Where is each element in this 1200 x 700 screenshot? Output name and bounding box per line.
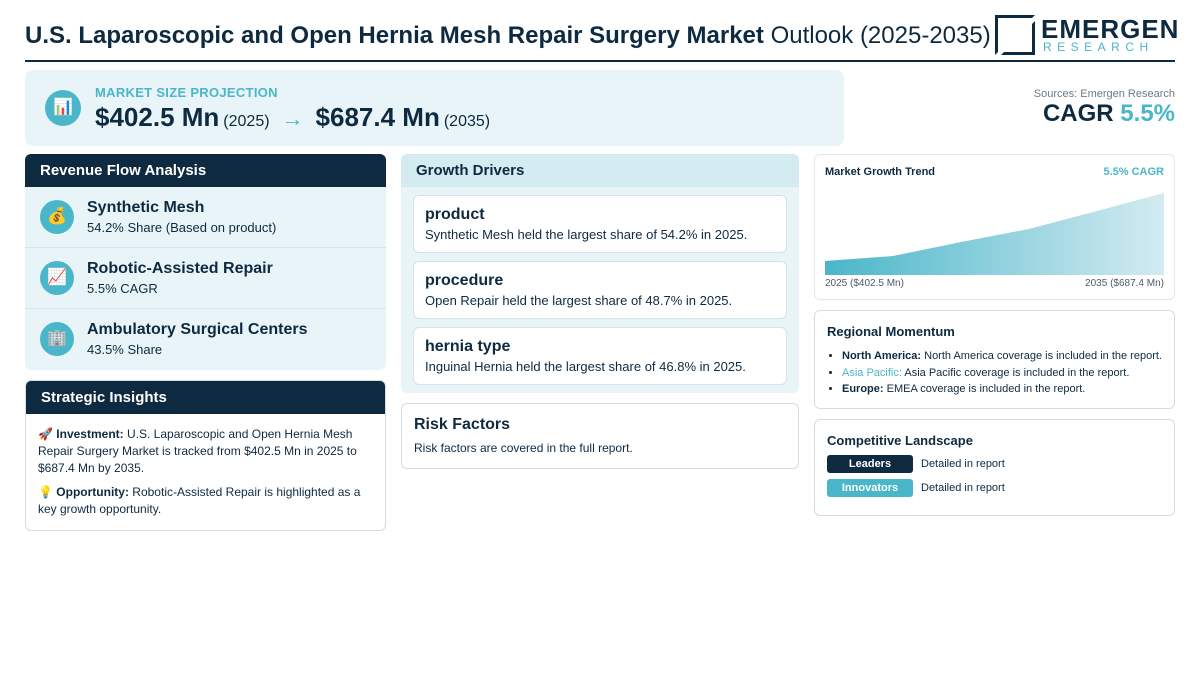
projection-end-value: $687.4 Mn (315, 102, 440, 132)
region-text: EMEA coverage is included in the report. (886, 383, 1086, 395)
revenue-item: 💰 Synthetic Mesh 54.2% Share (Based on p… (25, 187, 386, 248)
page-title: U.S. Laparoscopic and Open Hernia Mesh R… (25, 22, 991, 50)
driver-item: product Synthetic Mesh held the largest … (413, 195, 787, 253)
cagr-value: 5.5% (1120, 100, 1175, 127)
risk-factors-text: Risk factors are covered in the full rep… (414, 441, 633, 455)
lightbulb-icon: 💡 (38, 485, 53, 499)
region-text: North America coverage is included in th… (924, 350, 1162, 362)
investment-label: Investment: (56, 427, 124, 441)
title-main: U.S. Laparoscopic and Open Hernia Mesh R… (25, 22, 764, 49)
revenue-flow-card: Revenue Flow Analysis 💰 Synthetic Mesh 5… (25, 154, 386, 370)
arrow-right-icon: → (281, 106, 304, 131)
competitor-row: Leaders Detailed in report (827, 455, 1005, 474)
revenue-item-sub: 5.5% CAGR (87, 281, 158, 296)
projection-values: $402.5 Mn (2025) → $687.4 Mn (2035) (95, 102, 490, 133)
projection-label: MARKET SIZE PROJECTION (95, 85, 278, 100)
driver-title: hernia type (425, 338, 511, 355)
trend-area-chart (825, 193, 1164, 275)
emergen-logo: EMERGEN RESEARCH (995, 15, 1178, 55)
competitive-landscape-title: Competitive Landscape (827, 433, 973, 448)
regional-momentum-card: Regional Momentum North America: North A… (814, 310, 1175, 409)
competitor-text: Detailed in report (921, 458, 1005, 470)
revenue-item-title: Robotic-Assisted Repair (87, 260, 273, 277)
growth-drivers-card: Growth Drivers product Synthetic Mesh he… (401, 154, 799, 393)
projection-start-year: (2025) (223, 113, 270, 130)
revenue-item: 📈 Robotic-Assisted Repair 5.5% CAGR (25, 248, 386, 309)
leaders-badge: Leaders (827, 455, 913, 473)
competitive-landscape-card: Competitive Landscape Leaders Detailed in… (814, 419, 1175, 516)
trend-chart-icon: 📈 (40, 261, 74, 295)
regional-momentum-title: Regional Momentum (827, 324, 955, 339)
revenue-item: 🏢 Ambulatory Surgical Centers 43.5% Shar… (25, 309, 386, 370)
driver-text: Inguinal Hernia held the largest share o… (425, 359, 746, 374)
competitor-row: Innovators Detailed in report (827, 479, 1005, 498)
logo-subtitle: RESEARCH (1043, 40, 1154, 54)
region-name: North America: (842, 350, 922, 362)
strategic-insights-title: Strategic Insights (26, 381, 385, 414)
driver-item: hernia type Inguinal Hernia held the lar… (413, 327, 787, 385)
investment-insight: 🚀 Investment: U.S. Laparoscopic and Open… (38, 426, 373, 477)
cagr-label: CAGR (1042, 100, 1114, 127)
building-icon: 🏢 (40, 322, 74, 356)
competitor-text: Detailed in report (921, 482, 1005, 494)
region-item: Asia Pacific: Asia Pacific coverage is i… (842, 365, 1172, 382)
region-name: Europe: (842, 383, 884, 395)
region-name: Asia Pacific: (842, 366, 902, 379)
driver-text: Synthetic Mesh held the largest share of… (425, 227, 748, 242)
region-text: Asia Pacific coverage is included in the… (904, 366, 1130, 379)
opportunity-label: Opportunity: (56, 485, 129, 499)
risk-factors-title: Risk Factors (414, 416, 511, 433)
revenue-item-sub: 54.2% Share (Based on product) (87, 220, 277, 235)
bar-chart-icon: 📊 (45, 90, 81, 126)
projection-end-year: (2035) (443, 113, 491, 130)
risk-factors-card: Risk Factors Risk factors are covered in… (401, 403, 799, 469)
growth-drivers-title: Growth Drivers (401, 154, 799, 187)
driver-title: product (425, 206, 485, 223)
region-item: Europe: EMEA coverage is included in the… (842, 381, 1172, 398)
trend-area (825, 193, 1164, 275)
logo-mark-inner (1001, 21, 1035, 55)
trend-title: Market Growth Trend (825, 166, 936, 178)
rocket-icon: 🚀 (38, 427, 53, 441)
market-growth-trend-card: Market Growth Trend 5.5% CAGR 2025 ($402… (814, 154, 1175, 300)
driver-text: Open Repair held the largest share of 48… (425, 293, 733, 308)
region-item: North America: North America coverage is… (842, 348, 1172, 365)
revenue-item-title: Ambulatory Surgical Centers (87, 321, 308, 338)
logo-word: EMERGEN (1041, 14, 1180, 44)
sources-note: Sources: Emergen Research (1033, 88, 1175, 100)
revenue-flow-title: Revenue Flow Analysis (25, 154, 386, 187)
insights-body: 🚀 Investment: U.S. Laparoscopic and Open… (26, 414, 385, 530)
projection-start-value: $402.5 Mn (95, 102, 220, 132)
title-outlook: Outlook (2025-2035) (770, 22, 991, 49)
revenue-item-title: Synthetic Mesh (87, 199, 205, 216)
trend-start-label: 2025 ($402.5 Mn) (825, 278, 904, 289)
opportunity-text: Robotic-Assisted Repair is highlighted a… (38, 485, 361, 516)
strategic-insights-card: Strategic Insights 🚀 Investment: U.S. La… (25, 380, 386, 531)
investment-text: U.S. Laparoscopic and Open Hernia Mesh R… (38, 427, 357, 475)
revenue-item-sub: 43.5% Share (87, 342, 163, 357)
opportunity-insight: 💡 Opportunity: Robotic-Assisted Repair i… (38, 484, 373, 518)
money-bag-icon: 💰 (40, 200, 74, 234)
trend-cagr: 5.5% CAGR (1103, 166, 1164, 178)
market-size-projection: 📊 MARKET SIZE PROJECTION $402.5 Mn (2025)… (25, 70, 844, 146)
cagr-summary: CAGR 5.5% (1043, 100, 1175, 128)
innovators-badge: Innovators (827, 479, 913, 497)
logo-mark-icon (995, 15, 1035, 55)
page-header: U.S. Laparoscopic and Open Hernia Mesh R… (25, 12, 1178, 62)
driver-title: procedure (425, 272, 504, 289)
driver-item: procedure Open Repair held the largest s… (413, 261, 787, 319)
trend-end-label: 2035 ($687.4 Mn) (1085, 278, 1164, 289)
region-list: North America: North America coverage is… (842, 348, 1172, 398)
